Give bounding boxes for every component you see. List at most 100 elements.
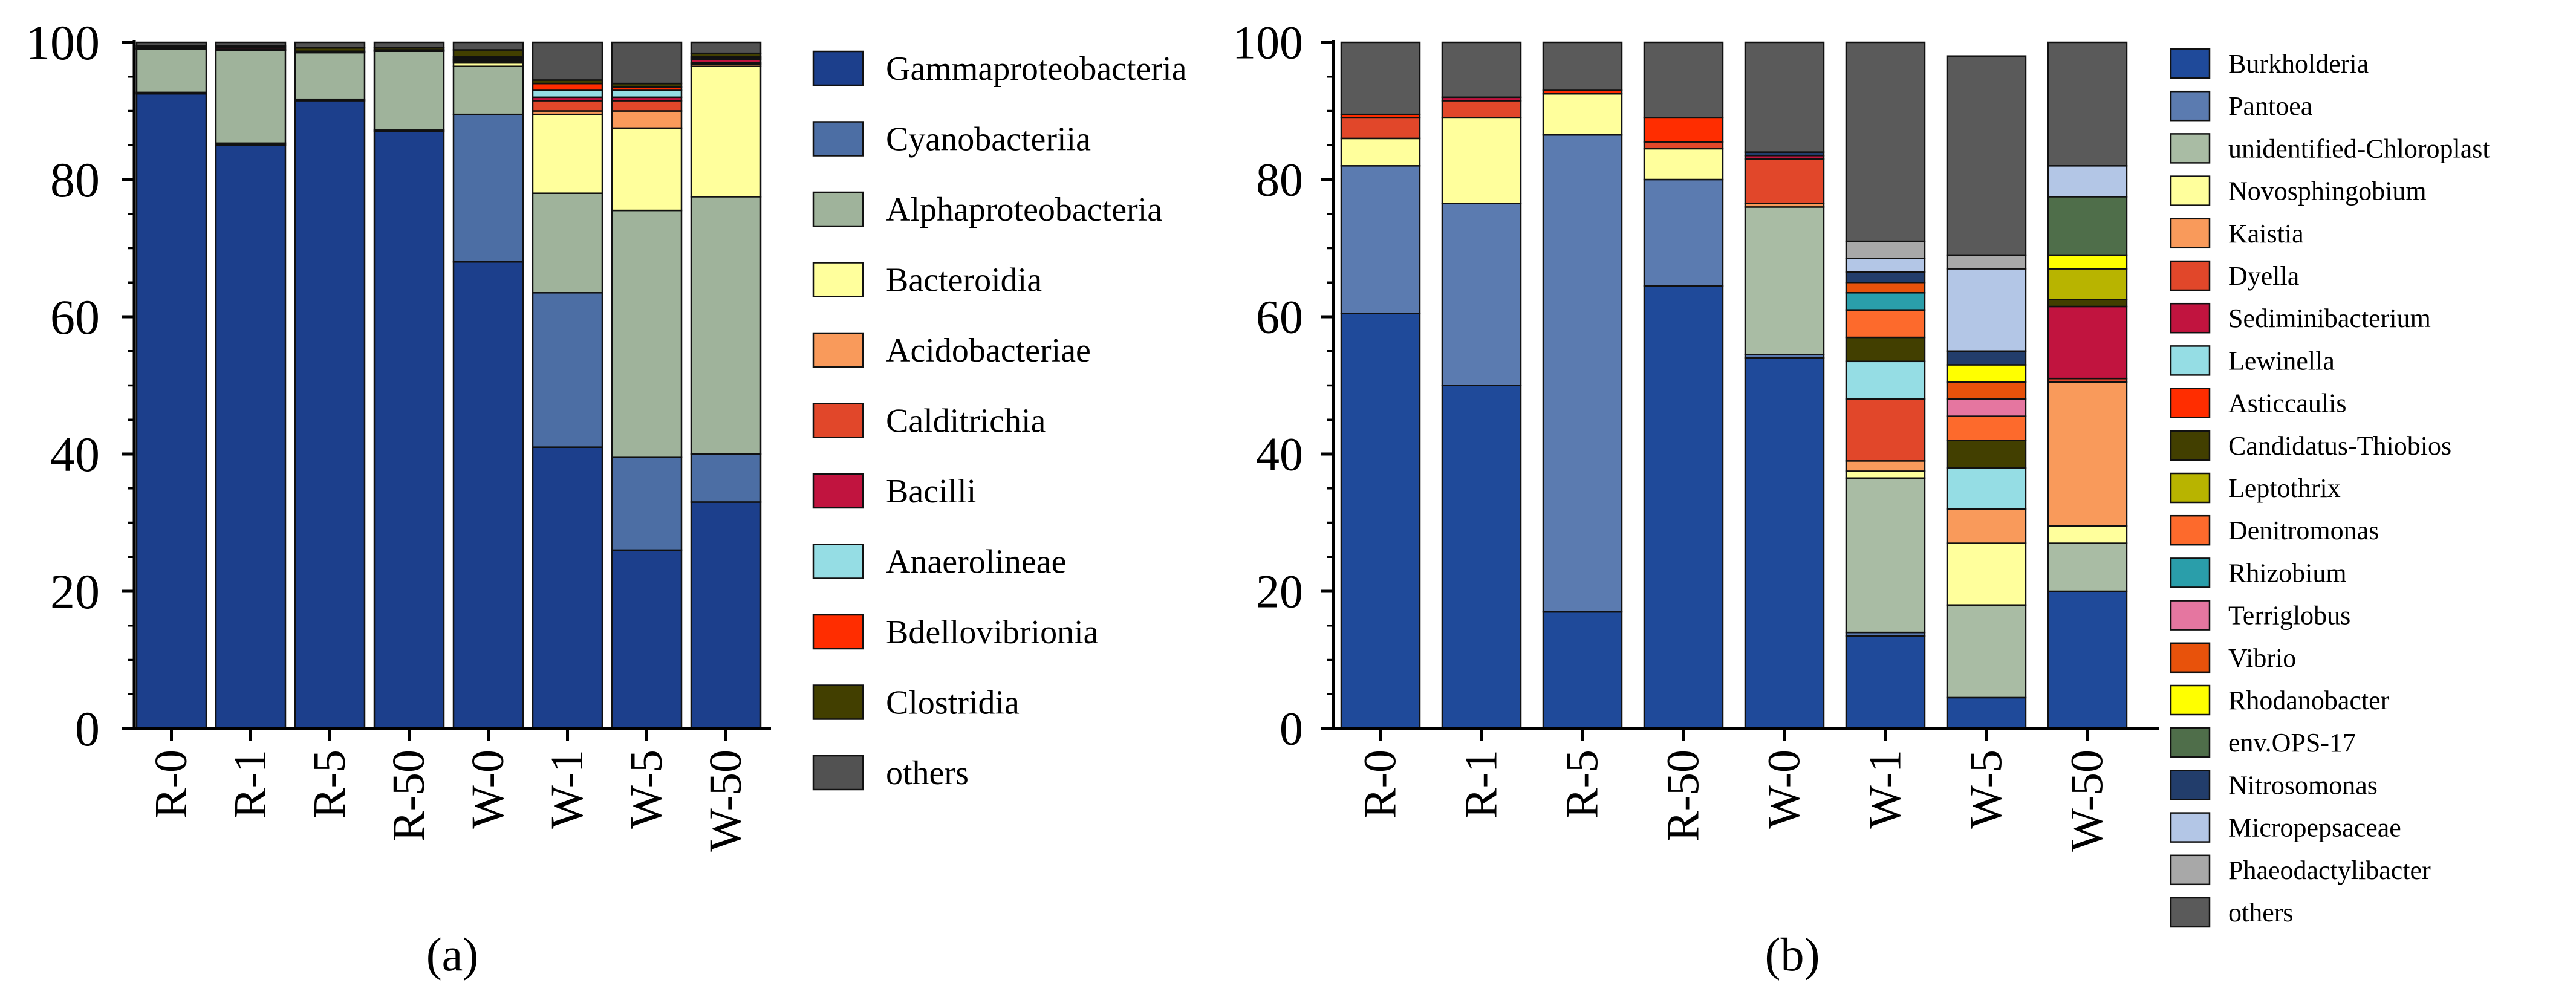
bar-segment (373, 131, 445, 730)
legend-label: Asticcaulis (2228, 389, 2347, 418)
legend-label: Cyanobacteriia (886, 121, 1091, 158)
legend-swatch (2170, 727, 2211, 758)
bar-segment (135, 93, 207, 730)
bar-segment (611, 110, 683, 129)
legend-swatch (2170, 557, 2211, 588)
bar-segment (1845, 41, 1926, 242)
bar-segment (1946, 604, 2027, 699)
bar-segment (1643, 285, 1724, 730)
bar-segment (1542, 134, 1623, 613)
bar-segment (215, 144, 287, 730)
bar-segment (690, 196, 762, 455)
bar-segment (2047, 590, 2128, 730)
bar-segment (532, 41, 603, 81)
x-tick-label: R-50 (1657, 750, 1708, 842)
bar-segment (452, 65, 524, 115)
bar-segment (2047, 196, 2128, 256)
legend-label: others (2228, 898, 2294, 927)
legend-swatch (2170, 812, 2211, 843)
x-tick-label: W-0 (463, 750, 513, 829)
panel-a-bar-chart: 0 20 40 60 80 100 R-0 R-1 R-5 R-50 W-0 W-1 W-5 W-50 Ga… (25, 15, 1187, 981)
bar-segment (294, 100, 366, 730)
legend-label: Acidobacteriae (886, 332, 1091, 369)
y-tick-label: 20 (1256, 565, 1303, 618)
bar-segment (611, 89, 683, 99)
bar-segment (611, 100, 683, 112)
y-tick-label: 60 (50, 290, 100, 345)
y-tick-label: 40 (50, 427, 100, 482)
legend-swatch (2170, 854, 2211, 886)
bar-segment (452, 113, 524, 263)
panel-label: (b) (1765, 928, 1820, 981)
bar-segment (690, 453, 762, 503)
bar-segment (2047, 254, 2128, 270)
bar-segment (1845, 309, 1926, 339)
bar-segment (373, 50, 445, 131)
bar-segment (1340, 117, 1421, 140)
bar-segment (1845, 477, 1926, 634)
bar-segment (135, 41, 207, 47)
legend-label: Vibrio (2228, 643, 2296, 673)
bars-group (1340, 41, 2128, 730)
bar-segment (1946, 381, 2027, 400)
bar-segment (1946, 696, 2027, 730)
bar-segment (1946, 467, 2027, 510)
bar-segment (1946, 55, 2027, 256)
legend-label: Nitrosomonas (2228, 770, 2378, 800)
x-tick-label: W-50 (2061, 750, 2112, 852)
x-tick-label: W-1 (542, 750, 593, 829)
legend-swatch (812, 262, 864, 297)
bar-segment (1744, 357, 1825, 730)
legend-swatch (2170, 48, 2211, 79)
bar-segment (1946, 268, 2027, 352)
bar-segment (1845, 258, 1926, 273)
bar-segment (2047, 381, 2128, 527)
y-tick-label: 0 (1280, 703, 1303, 755)
bar-segment (532, 82, 603, 91)
x-tick-label: R-0 (146, 750, 197, 819)
bar-segment (1441, 385, 1522, 730)
legend-label: Calditrichia (886, 403, 1046, 440)
panel-b-bar-chart: 0 20 40 60 80 100 R-0 R-1 R-5 R-50 W-0 W-1 W-5 W-50 Bu… (1232, 16, 2490, 981)
bar-segment (1441, 117, 1522, 204)
legend-swatch (2170, 430, 2211, 461)
bar-segment (690, 501, 762, 730)
legend-label: Rhodanobacter (2228, 686, 2390, 715)
bar-segment (611, 549, 683, 730)
legend-label: Alphaproteobacteria (886, 191, 1162, 229)
bar-segment (1643, 41, 1724, 119)
bar-segment (532, 113, 603, 194)
bar-segment (1340, 41, 1421, 115)
x-tick-label: W-1 (1859, 750, 1910, 829)
legend-swatch (2170, 600, 2211, 631)
bar-segment (452, 49, 524, 58)
bar-segment (1643, 178, 1724, 287)
legend-label: Kaistia (2228, 219, 2304, 248)
legend-swatch (2170, 302, 2211, 334)
bar-segment (373, 41, 445, 49)
legend-swatch (2170, 897, 2211, 928)
legend-label: Micropepsaceae (2228, 813, 2401, 843)
bar-segment (1744, 206, 1825, 355)
legend-swatch (2170, 345, 2211, 376)
bar-segment (452, 41, 524, 51)
legend-label: others (886, 755, 969, 792)
bar-segment (2047, 542, 2128, 592)
bars-group (135, 41, 762, 730)
bar-segment (532, 100, 603, 112)
legend-label: Candidatus-Thiobios (2228, 431, 2451, 461)
bar-segment (532, 89, 603, 99)
y-tick-label: 20 (50, 564, 100, 619)
legend-label: Sediminibacterium (2228, 303, 2431, 333)
bar-segment (294, 51, 366, 100)
bar-segment (1441, 41, 1522, 99)
y-tick-label: 40 (1256, 428, 1303, 481)
bar-segment (1542, 611, 1623, 730)
y-tick-label: 100 (1232, 16, 1303, 69)
bar-segment (135, 48, 207, 94)
bar-segment (1845, 398, 1926, 462)
legend-label: Bacteroidia (886, 262, 1042, 299)
legend-swatch (2170, 388, 2211, 418)
legend-swatch (812, 614, 864, 650)
legend-swatch (2170, 260, 2211, 291)
